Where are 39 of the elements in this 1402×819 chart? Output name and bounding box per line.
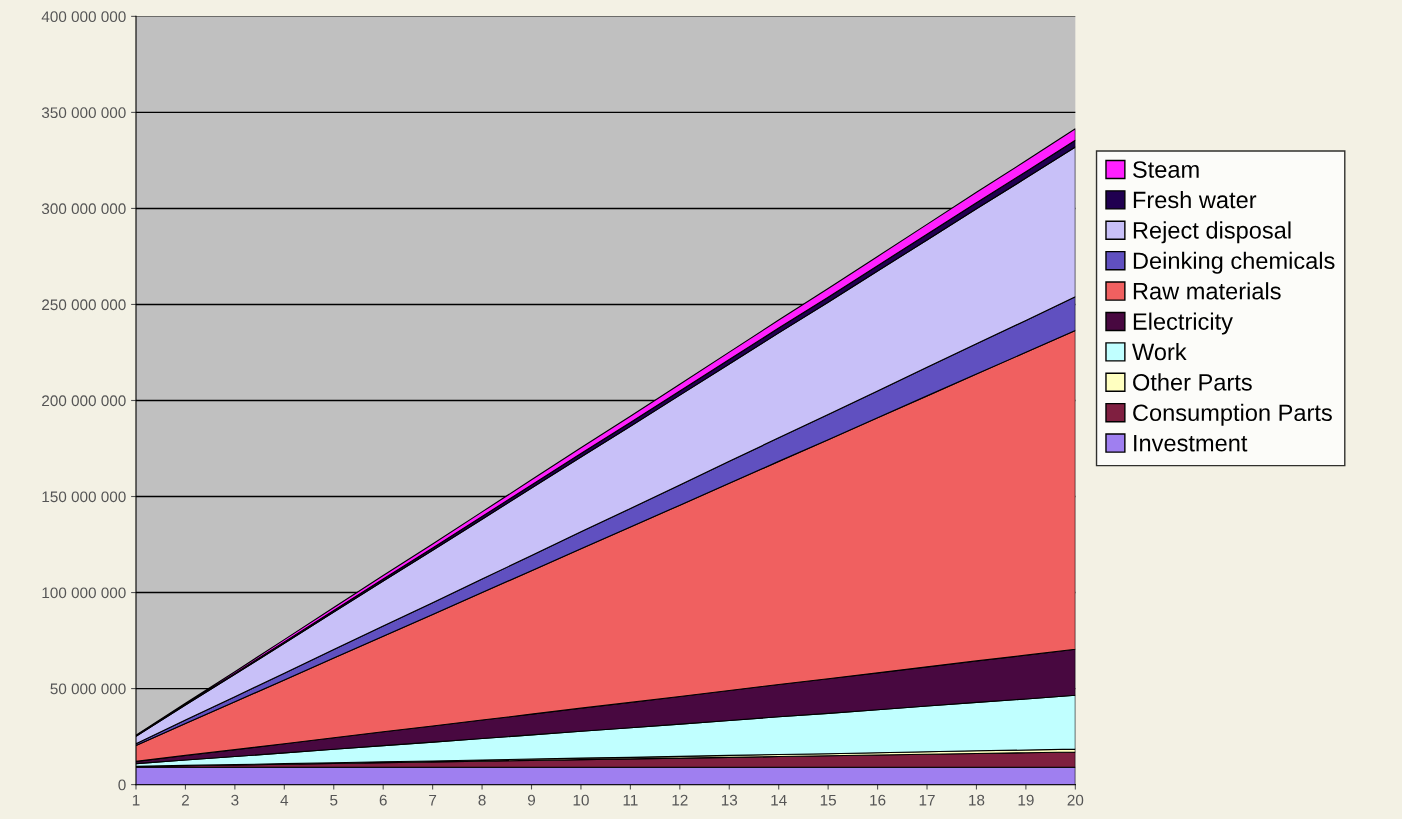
x-tick-label: 14: [771, 794, 787, 806]
legend-label: Fresh water: [1133, 190, 1257, 209]
x-tick-label: 8: [478, 794, 486, 806]
y-tick-label: 250 000 000: [42, 299, 126, 311]
y-tick-label: 0: [118, 779, 126, 791]
x-tick-label: 13: [721, 794, 738, 806]
x-tick-label: 15: [820, 794, 836, 806]
y-tick-label: 150 000 000: [42, 491, 126, 503]
legend-label: Work: [1132, 342, 1187, 361]
x-tick-label: 11: [623, 794, 638, 806]
legend-label: Steam: [1133, 161, 1199, 178]
x-tick-label: 12: [672, 794, 688, 806]
y-tick-label: 350 000 000: [41, 107, 126, 119]
legend-label: Reject disposal: [1133, 221, 1291, 244]
x-tick-label: 16: [870, 794, 886, 806]
y-tick-label: 300 000 000: [41, 203, 126, 215]
y-tick-label: 100 000 000: [42, 587, 126, 599]
x-tick-label: 10: [573, 794, 589, 806]
legend-label: Other Parts: [1133, 373, 1252, 391]
legend-label: Consumption Parts: [1133, 403, 1332, 426]
y-tick-label: 400 000 000: [41, 11, 126, 23]
legend-label: Electricity: [1133, 312, 1233, 335]
y-tick-label: 200 000 000: [42, 395, 126, 407]
x-tick-label: 7: [429, 794, 437, 806]
x-tick-label: 6: [379, 794, 387, 806]
x-tick-label: 20: [1067, 794, 1084, 806]
x-tick-label: 4: [280, 794, 289, 806]
x-tick-label: 18: [969, 794, 985, 806]
x-tick-label: 3: [231, 794, 239, 806]
legend-label: Raw materials: [1133, 282, 1281, 300]
y-tick-label: 50 000 000: [50, 683, 126, 695]
x-tick-label: 19: [1018, 794, 1034, 806]
legend-label: Deinking chemicals: [1133, 251, 1335, 274]
x-tick-label: 17: [919, 794, 935, 806]
x-tick-label: 9: [527, 794, 536, 806]
x-tick-label: 2: [181, 794, 189, 806]
x-tick-label: 5: [330, 794, 338, 806]
x-tick-label: 1: [132, 794, 140, 806]
legend-label: Investment: [1134, 435, 1248, 452]
